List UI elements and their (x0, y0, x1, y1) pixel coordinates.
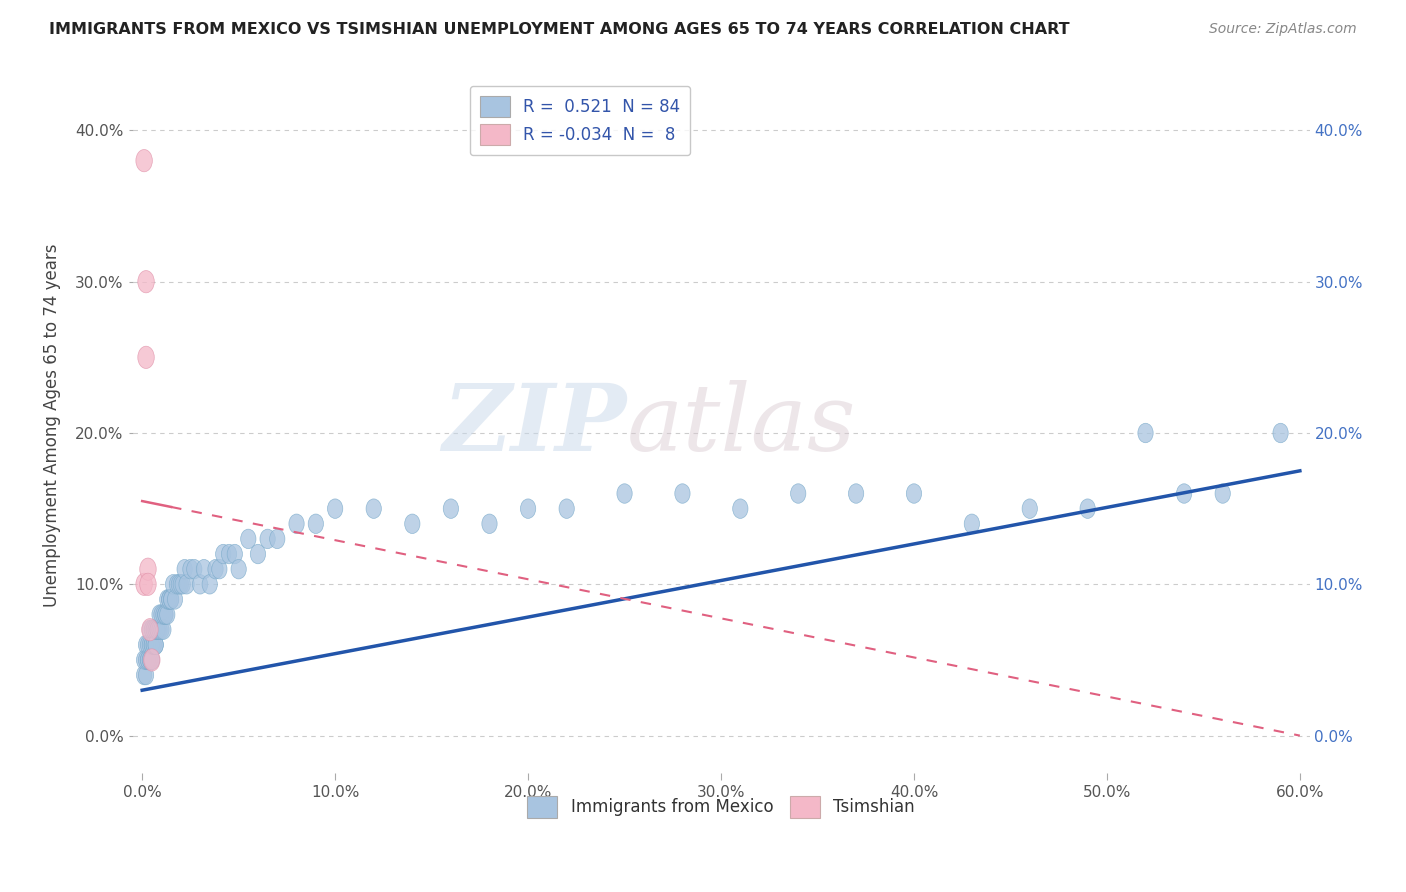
Ellipse shape (790, 483, 806, 503)
Ellipse shape (157, 605, 173, 624)
Ellipse shape (1177, 483, 1192, 503)
Ellipse shape (187, 559, 202, 579)
Ellipse shape (145, 650, 159, 670)
Ellipse shape (142, 650, 157, 670)
Ellipse shape (138, 650, 153, 670)
Ellipse shape (240, 529, 256, 549)
Ellipse shape (443, 499, 458, 518)
Ellipse shape (152, 620, 167, 640)
Ellipse shape (150, 620, 166, 640)
Ellipse shape (617, 483, 633, 503)
Ellipse shape (176, 574, 190, 594)
Ellipse shape (167, 590, 183, 609)
Ellipse shape (183, 559, 198, 579)
Ellipse shape (260, 529, 276, 549)
Ellipse shape (231, 559, 246, 579)
Ellipse shape (156, 605, 172, 624)
Ellipse shape (136, 650, 152, 670)
Ellipse shape (221, 544, 236, 564)
Ellipse shape (228, 544, 242, 564)
Ellipse shape (141, 650, 156, 670)
Ellipse shape (148, 635, 163, 655)
Text: ZIP: ZIP (443, 380, 627, 470)
Ellipse shape (150, 620, 166, 640)
Legend: Immigrants from Mexico, Tsimshian: Immigrants from Mexico, Tsimshian (520, 789, 921, 824)
Ellipse shape (157, 605, 173, 624)
Ellipse shape (141, 635, 156, 655)
Ellipse shape (142, 650, 157, 670)
Ellipse shape (675, 483, 690, 503)
Ellipse shape (142, 635, 157, 655)
Ellipse shape (156, 620, 172, 640)
Ellipse shape (520, 499, 536, 518)
Ellipse shape (965, 514, 980, 533)
Ellipse shape (163, 590, 179, 609)
Ellipse shape (208, 559, 224, 579)
Ellipse shape (177, 559, 193, 579)
Ellipse shape (148, 620, 163, 640)
Ellipse shape (148, 635, 163, 655)
Ellipse shape (1022, 499, 1038, 518)
Ellipse shape (136, 574, 152, 596)
Ellipse shape (136, 150, 152, 172)
Ellipse shape (173, 574, 188, 594)
Ellipse shape (145, 635, 159, 655)
Ellipse shape (141, 650, 156, 670)
Text: Source: ZipAtlas.com: Source: ZipAtlas.com (1209, 22, 1357, 37)
Ellipse shape (169, 574, 184, 594)
Ellipse shape (215, 544, 231, 564)
Ellipse shape (197, 559, 211, 579)
Ellipse shape (1272, 424, 1288, 442)
Ellipse shape (172, 574, 187, 594)
Ellipse shape (270, 529, 285, 549)
Ellipse shape (328, 499, 343, 518)
Ellipse shape (145, 635, 159, 655)
Ellipse shape (733, 499, 748, 518)
Ellipse shape (1080, 499, 1095, 518)
Ellipse shape (146, 635, 162, 655)
Ellipse shape (145, 620, 159, 640)
Ellipse shape (142, 620, 157, 640)
Ellipse shape (146, 635, 162, 655)
Ellipse shape (193, 574, 208, 594)
Y-axis label: Unemployment Among Ages 65 to 74 years: Unemployment Among Ages 65 to 74 years (44, 244, 60, 607)
Ellipse shape (366, 499, 381, 518)
Ellipse shape (560, 499, 574, 518)
Ellipse shape (848, 483, 863, 503)
Ellipse shape (142, 618, 157, 640)
Ellipse shape (250, 544, 266, 564)
Ellipse shape (138, 665, 153, 685)
Ellipse shape (202, 574, 218, 594)
Ellipse shape (139, 574, 156, 596)
Ellipse shape (179, 574, 194, 594)
Ellipse shape (212, 559, 226, 579)
Ellipse shape (153, 620, 169, 640)
Ellipse shape (153, 605, 169, 624)
Ellipse shape (160, 590, 174, 609)
Ellipse shape (145, 650, 159, 670)
Ellipse shape (160, 605, 174, 624)
Ellipse shape (139, 558, 156, 581)
Ellipse shape (138, 635, 153, 655)
Ellipse shape (143, 648, 160, 671)
Ellipse shape (166, 574, 181, 594)
Ellipse shape (1215, 483, 1230, 503)
Ellipse shape (138, 346, 155, 368)
Ellipse shape (308, 514, 323, 533)
Ellipse shape (138, 270, 155, 293)
Ellipse shape (482, 514, 498, 533)
Ellipse shape (1137, 424, 1153, 442)
Ellipse shape (146, 620, 162, 640)
Ellipse shape (162, 590, 177, 609)
Text: atlas: atlas (627, 380, 856, 470)
Ellipse shape (163, 590, 179, 609)
Ellipse shape (136, 665, 152, 685)
Ellipse shape (162, 590, 177, 609)
Ellipse shape (288, 514, 304, 533)
Ellipse shape (405, 514, 420, 533)
Ellipse shape (907, 483, 921, 503)
Ellipse shape (152, 605, 167, 624)
Text: IMMIGRANTS FROM MEXICO VS TSIMSHIAN UNEMPLOYMENT AMONG AGES 65 TO 74 YEARS CORRE: IMMIGRANTS FROM MEXICO VS TSIMSHIAN UNEM… (49, 22, 1070, 37)
